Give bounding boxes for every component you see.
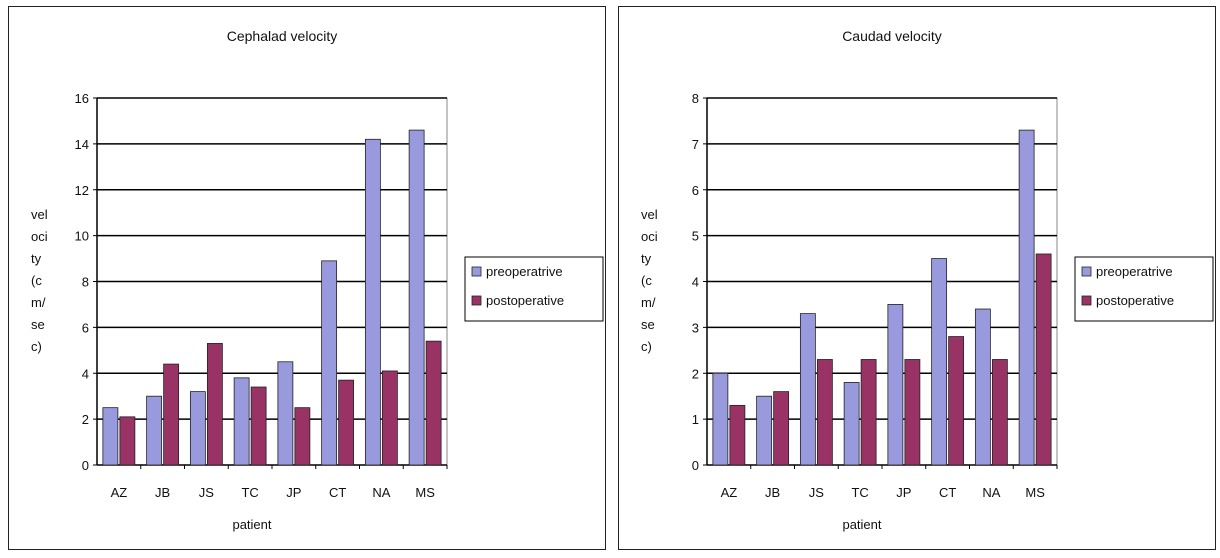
bar-postoperative-jb: [163, 363, 180, 466]
bar-postoperative-jp: [904, 359, 921, 466]
legend-swatch-postoperative: [471, 295, 482, 306]
bar-postoperative-jp: [294, 407, 311, 466]
bar-preoperatrive-ms: [1018, 129, 1035, 466]
y-axis-label-line: vel: [31, 207, 48, 222]
bar-postoperative-ct: [338, 379, 355, 466]
bar-postoperative-az: [119, 416, 136, 466]
x-tick-label: JP: [286, 485, 301, 500]
legend-swatch-postoperative: [1081, 295, 1092, 306]
bar-postoperative-js: [206, 343, 223, 466]
y-tick-label: 6: [692, 183, 699, 198]
chart-title: Caudad velocity: [842, 28, 942, 44]
bar-postoperative-na: [381, 370, 398, 466]
bar-preoperatrive-az: [102, 407, 119, 466]
bar-postoperative-tc: [250, 386, 267, 466]
y-tick-label: 0: [692, 458, 699, 473]
y-axis-label-line: c): [641, 339, 652, 354]
bar-postoperative-jb: [773, 391, 790, 466]
y-tick-label: 10: [75, 229, 89, 244]
y-axis-label-line: se: [641, 317, 655, 332]
cephalad-chart-panel: Cephalad velocity 0 2 4 6 8 10 12 14 16 AZ JB JS TC JP…: [8, 6, 606, 550]
bar-postoperative-na: [991, 359, 1008, 466]
bar-postoperative-ms: [1035, 253, 1052, 466]
bar-postoperative-tc: [860, 359, 877, 466]
y-tick-label: 2: [692, 366, 699, 381]
bar-preoperatrive-ms: [408, 129, 425, 466]
y-tick-label: 16: [75, 91, 89, 106]
bar-postoperative-js: [816, 359, 833, 466]
x-axis-label: patient: [232, 517, 271, 532]
bar-preoperatrive-jp: [887, 304, 904, 466]
bar-preoperatrive-tc: [233, 377, 250, 466]
y-tick-label: 3: [692, 320, 699, 335]
y-axis-label-line: m/: [31, 295, 46, 310]
x-tick-label: JB: [155, 485, 170, 500]
bar-preoperatrive-ct: [931, 258, 948, 466]
x-tick-label: NA: [982, 485, 1000, 500]
bar-postoperative-ms: [425, 340, 442, 466]
x-tick-label: JB: [765, 485, 780, 500]
y-axis-label-line: m/: [641, 295, 656, 310]
y-tick-label: 1: [692, 412, 699, 427]
bar-preoperatrive-az: [712, 372, 729, 466]
y-tick-label: 4: [82, 366, 89, 381]
y-tick-label: 0: [82, 458, 89, 473]
bar-preoperatrive-jb: [146, 395, 163, 466]
x-tick-label: MS: [415, 485, 435, 500]
legend-label-postoperative: postoperative: [486, 293, 564, 308]
legend-box: [464, 256, 604, 322]
caudad-chart: Caudad velocity 0 1 2 3 4 5 6 7 8 AZ JB JS TC JP CT NA MS…: [641, 28, 1214, 532]
legend-swatch-preoperatrive: [471, 266, 482, 277]
bar-postoperative-ct: [948, 336, 965, 466]
legend-label-preoperatrive: preoperatrive: [486, 264, 563, 279]
y-axis-label-line: (c: [641, 273, 652, 288]
y-axis-label-line: oci: [641, 229, 658, 244]
y-tick-label: 14: [75, 137, 89, 152]
bar-postoperative-az: [729, 404, 746, 466]
x-tick-label: CT: [939, 485, 956, 500]
bar-preoperatrive-ct: [321, 260, 338, 466]
chart-title: Cephalad velocity: [227, 28, 338, 44]
y-tick-label: 5: [692, 229, 699, 244]
x-tick-label: JS: [199, 485, 215, 500]
y-tick-label: 2: [82, 412, 89, 427]
bar-preoperatrive-js: [799, 313, 816, 466]
bar-preoperatrive-jb: [756, 395, 773, 466]
y-axis-label-line: se: [31, 317, 45, 332]
bar-preoperatrive-tc: [843, 382, 860, 466]
y-tick-label: 7: [692, 137, 699, 152]
legend-label-postoperative: postoperative: [1096, 293, 1174, 308]
y-tick-label: 8: [82, 275, 89, 290]
bar-preoperatrive-jp: [277, 361, 294, 466]
bar-preoperatrive-na: [364, 138, 381, 466]
y-tick-label: 6: [82, 320, 89, 335]
cephalad-chart: Cephalad velocity 0 2 4 6 8 10 12 14 16 AZ JB JS TC JP…: [31, 28, 604, 532]
y-axis-label-line: c): [31, 339, 42, 354]
x-tick-label: AZ: [111, 485, 128, 500]
x-tick-label: JP: [896, 485, 911, 500]
y-tick-label: 4: [692, 275, 699, 290]
x-tick-label: NA: [372, 485, 390, 500]
x-tick-label: CT: [329, 485, 346, 500]
y-axis-label-line: ty: [31, 251, 42, 266]
y-axis-label-line: (c: [31, 273, 42, 288]
x-tick-label: MS: [1025, 485, 1045, 500]
x-tick-label: JS: [809, 485, 825, 500]
y-tick-label: 12: [75, 183, 89, 198]
y-axis-label-line: oci: [31, 229, 48, 244]
legend-label-preoperatrive: preoperatrive: [1096, 264, 1173, 279]
legend-swatch-preoperatrive: [1081, 266, 1092, 277]
x-axis-label: patient: [842, 517, 881, 532]
x-tick-label: TC: [851, 485, 868, 500]
y-axis-label-line: vel: [641, 207, 658, 222]
legend-box: [1074, 256, 1214, 322]
x-tick-label: AZ: [721, 485, 738, 500]
y-tick-label: 8: [692, 91, 699, 106]
y-axis-label-line: ty: [641, 251, 652, 266]
x-tick-label: TC: [241, 485, 258, 500]
bar-preoperatrive-js: [189, 391, 206, 466]
caudad-chart-panel: Caudad velocity 0 1 2 3 4 5 6 7 8 AZ JB JS TC JP CT NA MS…: [618, 6, 1216, 550]
bar-preoperatrive-na: [974, 308, 991, 466]
